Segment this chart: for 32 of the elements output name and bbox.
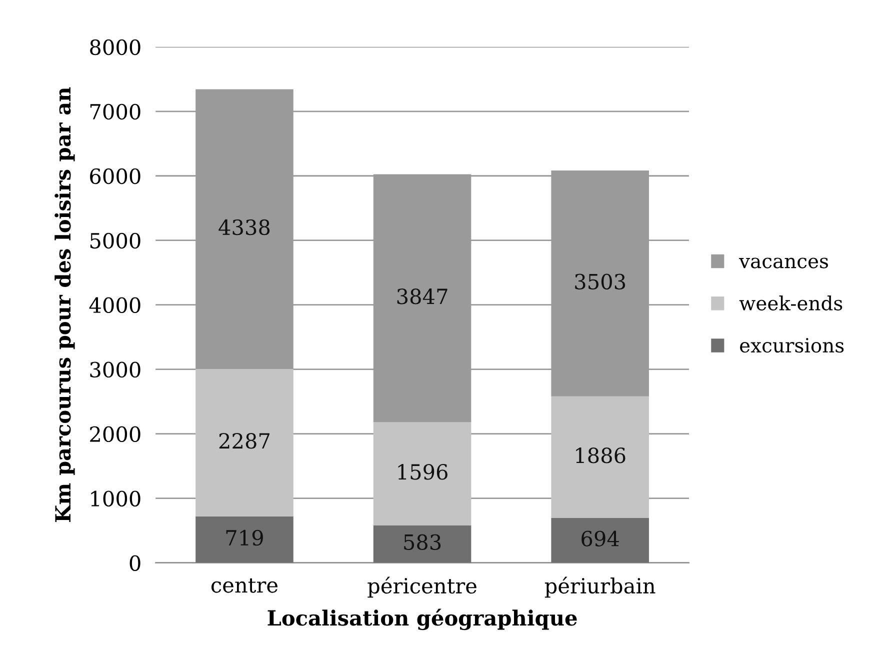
y-tick-label: 8000 xyxy=(90,39,140,56)
y-tick-label: 1000 xyxy=(91,490,140,507)
data-label: 3503 xyxy=(575,274,626,290)
bar xyxy=(551,396,649,518)
y-tick-label: 2000 xyxy=(90,426,140,442)
bar xyxy=(373,422,472,526)
y-tick-label: 0 xyxy=(130,555,140,572)
x-tick-label: périurbain xyxy=(544,576,656,598)
y-tick-label: 3000 xyxy=(90,362,140,378)
y-tick-label: 5000 xyxy=(90,232,140,249)
data-label: 4338 xyxy=(218,219,270,236)
data-label: 3847 xyxy=(397,288,448,304)
x-tick-label: centre xyxy=(211,578,278,593)
legend-label: week-ends xyxy=(739,295,842,310)
data-label: 1886 xyxy=(576,448,626,464)
y-tick-label: 7000 xyxy=(90,104,140,120)
y-tick-label: 6000 xyxy=(90,168,140,184)
x-axis-title: Localisation géographique xyxy=(268,608,577,630)
y-axis-title: Km parcourus pour des loisirs par an xyxy=(54,87,75,522)
legend-label: vacances xyxy=(738,258,828,268)
data-label: 1596 xyxy=(398,464,448,480)
legend-label: excursions xyxy=(740,338,844,353)
bar xyxy=(551,518,649,563)
bar xyxy=(373,525,472,563)
bar xyxy=(196,516,294,563)
x-tick-label: péricentre xyxy=(368,576,476,598)
data-label: 694 xyxy=(582,530,619,546)
data-label: 2287 xyxy=(219,432,270,449)
bar xyxy=(196,368,294,516)
data-label: 719 xyxy=(226,530,263,546)
data-label: 583 xyxy=(404,534,441,550)
y-tick-label: 4000 xyxy=(89,297,140,314)
